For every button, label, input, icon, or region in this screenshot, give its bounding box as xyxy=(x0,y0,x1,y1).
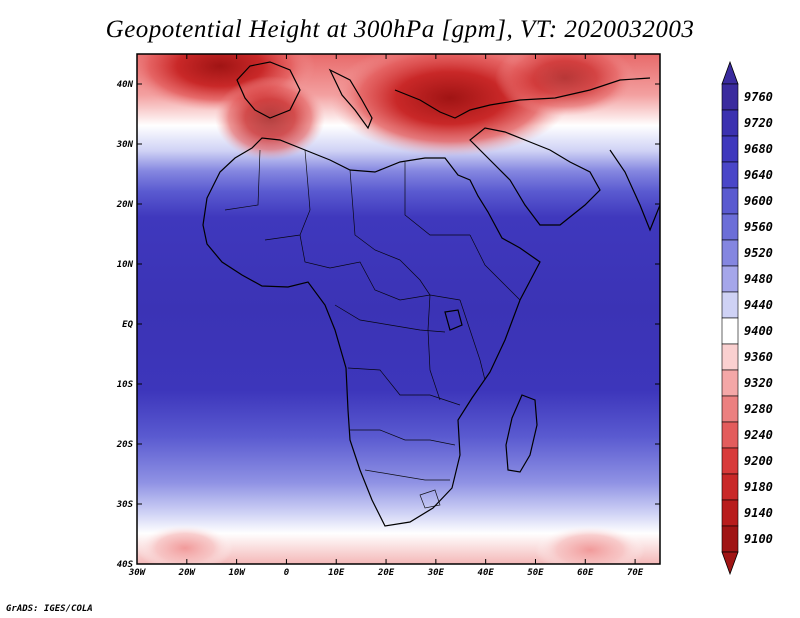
colorbar-label: 9680 xyxy=(744,142,773,156)
lat-label: 20S xyxy=(116,440,134,450)
lon-label: 60E xyxy=(577,568,594,578)
latitude-labels: 40N 30N 20N 10N EQ 10S 20S 30S 40S xyxy=(116,80,134,570)
lat-label: 20N xyxy=(116,200,134,210)
lat-label: 30S xyxy=(116,500,134,510)
lon-label: 30W xyxy=(128,568,147,578)
colorbar-swatch xyxy=(721,317,739,345)
colorbar-label: 9200 xyxy=(744,454,773,468)
longitude-labels: 30W 20W 10W 0 10E 20E 30E 40E 50E 60E 70E xyxy=(128,568,644,578)
lon-label: 20E xyxy=(377,568,395,578)
lon-label: 30E xyxy=(427,568,445,578)
colorbar-label: 9720 xyxy=(744,116,773,130)
country-borders xyxy=(224,149,521,509)
colorbar-label: 9480 xyxy=(744,272,773,286)
lon-label: 10E xyxy=(328,568,345,578)
colorbar-label: 9140 xyxy=(744,506,773,520)
axis-ticks xyxy=(136,54,660,565)
lat-label: 10N xyxy=(117,260,134,270)
arabia-coastline xyxy=(469,127,601,226)
map-frame xyxy=(136,53,661,565)
colorbar-top-arrow xyxy=(721,60,739,85)
lon-label: 20W xyxy=(178,568,197,578)
lat-label: 30N xyxy=(116,140,134,150)
lake-victoria xyxy=(444,309,463,331)
colorbar-label: 9640 xyxy=(744,168,773,182)
low-south-indian-ocean xyxy=(535,525,645,564)
lon-label: 50E xyxy=(527,568,544,578)
grads-credit: GrADS: IGES/COLA xyxy=(6,604,93,614)
lon-label: 40E xyxy=(478,568,495,578)
low-middle-east xyxy=(495,54,635,116)
colorbar-swatch xyxy=(721,83,739,111)
europe-coastline xyxy=(236,61,651,130)
colorbar-swatch xyxy=(721,187,739,215)
lat-label: 40S xyxy=(117,560,134,570)
colorbar-label: 9180 xyxy=(744,480,773,494)
colorbar-swatch xyxy=(721,265,739,293)
lon-label: 10W xyxy=(228,568,246,578)
lat-label: EQ xyxy=(122,320,133,330)
lon-label: 0 xyxy=(284,568,290,578)
colorbar-label: 9320 xyxy=(744,376,773,390)
colorbar-swatch xyxy=(721,109,739,137)
colorbar-swatch xyxy=(721,343,739,371)
lat-label: 40N xyxy=(117,80,134,90)
colorbar-swatch xyxy=(721,395,739,423)
africa-coastline xyxy=(202,137,541,527)
colorbar-label: 9440 xyxy=(744,298,773,312)
colorbar-swatch xyxy=(721,421,739,449)
colorbar-label: 9100 xyxy=(744,532,773,546)
colorbar-swatch xyxy=(721,239,739,267)
colorbar-swatch xyxy=(721,291,739,319)
colorbar-label: 9560 xyxy=(744,220,773,234)
lon-label: 70E xyxy=(627,568,644,578)
colorbar-label: 9600 xyxy=(744,194,773,208)
colorbar-swatch xyxy=(721,525,739,553)
height-field xyxy=(137,54,660,564)
colorbar-label: 9280 xyxy=(744,402,773,416)
coastlines xyxy=(202,61,660,527)
india-coastline xyxy=(609,149,660,232)
colorbar-swatch xyxy=(721,161,739,189)
colorbar-label: 9360 xyxy=(744,350,773,364)
colorbar-label: 9520 xyxy=(744,246,773,260)
colorbar-swatch xyxy=(721,213,739,241)
colorbar-swatch xyxy=(721,499,739,527)
madagascar-coastline xyxy=(505,394,538,473)
colorbar-label: 9240 xyxy=(744,428,773,442)
colorbar-swatch xyxy=(721,473,739,501)
colorbar-label: 9400 xyxy=(744,324,773,338)
lat-label: 10S xyxy=(117,380,134,390)
colorbar-bottom-arrow xyxy=(721,551,739,576)
map-title: Geopotential Height at 300hPa [gpm], VT:… xyxy=(105,16,695,43)
low-south-atlantic xyxy=(137,524,233,564)
colorbar: 9760 9720 9680 9640 9600 9560 9520 9480 9440 9400… xyxy=(721,60,773,576)
colorbar-swatch xyxy=(721,135,739,163)
colorbar-swatch xyxy=(721,369,739,397)
colorbar-swatch xyxy=(721,447,739,475)
colorbar-label: 9760 xyxy=(744,90,773,104)
